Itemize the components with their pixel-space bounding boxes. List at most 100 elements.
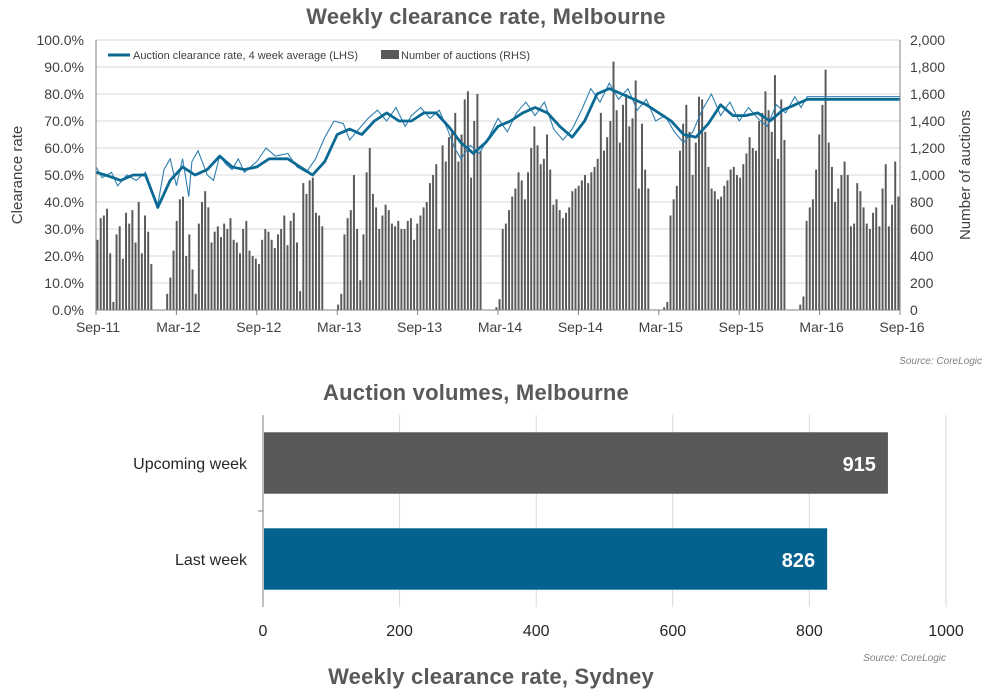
auction-bar xyxy=(637,188,640,310)
auction-bar xyxy=(514,188,517,310)
auction-bar xyxy=(295,242,298,310)
auction-bar xyxy=(868,229,871,310)
auction-bar xyxy=(169,277,172,310)
auction-bar xyxy=(258,264,260,310)
auction-bar xyxy=(112,301,115,310)
auction-bar xyxy=(849,226,852,310)
auction-bar xyxy=(716,199,719,310)
auction-bar xyxy=(580,180,583,310)
auction-bar xyxy=(276,234,279,310)
bar-last-week xyxy=(264,528,828,590)
auction-bar xyxy=(299,291,302,310)
auction-bar xyxy=(207,207,210,310)
auction-bar xyxy=(210,242,213,310)
auction-bar xyxy=(387,210,390,310)
auction-bar xyxy=(501,229,504,310)
auction-bar xyxy=(723,185,726,310)
x-tick-label: Sep-15 xyxy=(719,319,764,335)
auction-bar xyxy=(622,104,624,310)
auction-bar xyxy=(106,208,109,310)
auction-bar xyxy=(511,196,514,310)
auction-bar xyxy=(311,177,314,310)
auction-bar xyxy=(517,172,520,310)
auction-bar xyxy=(609,121,612,310)
right-axis-title: Number of auctions xyxy=(957,110,974,240)
auction-bar xyxy=(289,220,292,310)
x-tick-label: Sep-14 xyxy=(558,319,603,335)
left-tick-label: 30.0% xyxy=(44,221,84,237)
auction-bar xyxy=(777,158,780,310)
auction-bar xyxy=(735,175,738,310)
clearance-rate-lines xyxy=(95,82,900,209)
clearance-rate-chart: 0.0% 10.0% 20.0% 30.0% 40.0% 50.0% 60.0% 70.0% 8… xyxy=(9,32,974,335)
auction-bar xyxy=(546,134,549,310)
auction-bar xyxy=(109,253,112,310)
auction-bar xyxy=(137,202,140,310)
auction-volumes-panel: 915 826 0 200 400 600 800 1000 Upcoming week Las… xyxy=(0,375,992,675)
auction-bar xyxy=(568,207,571,310)
left-tick-label: 20.0% xyxy=(44,248,84,264)
auction-bar xyxy=(751,148,754,310)
auction-bar xyxy=(805,220,808,310)
x-tick-label: Sep-12 xyxy=(236,319,281,335)
x-tick-label: Mar-13 xyxy=(317,319,362,335)
auction-bar xyxy=(574,188,577,310)
auction-bar xyxy=(261,239,264,310)
category-label: Last week xyxy=(175,552,248,569)
auction-bar xyxy=(834,202,837,310)
x-tick-label: Mar-15 xyxy=(639,319,684,335)
auction-bar xyxy=(897,196,900,310)
clearance-legend: Auction clearance rate, 4 week average (… xyxy=(108,50,530,62)
auction-bar xyxy=(248,250,251,310)
auction-bar xyxy=(688,131,691,310)
auction-bar xyxy=(618,142,621,310)
auction-bar xyxy=(118,226,121,310)
auction-bar xyxy=(384,204,387,310)
auction-bar xyxy=(134,242,137,310)
auction-bar xyxy=(185,256,188,310)
auction-bar xyxy=(713,191,716,310)
auction-bar xyxy=(887,226,890,310)
auction-bar xyxy=(451,131,454,310)
auction-bar xyxy=(802,296,805,310)
auction-bar xyxy=(587,183,590,310)
auction-bar xyxy=(220,237,222,310)
auction-bar xyxy=(527,172,530,310)
auction-bar xyxy=(419,215,422,310)
auction-bar xyxy=(371,193,374,310)
x-tick-label: 800 xyxy=(796,623,823,640)
auction-bar xyxy=(894,161,897,310)
auction-bar xyxy=(754,150,757,310)
auction-bar xyxy=(872,212,875,310)
auction-bar xyxy=(378,229,381,310)
auction-bar xyxy=(242,229,245,310)
auction-bar xyxy=(631,118,634,310)
legend-label-auctions: Number of auctions (RHS) xyxy=(401,50,530,62)
left-tick-label: 10.0% xyxy=(44,275,84,291)
auction-bar xyxy=(884,164,887,310)
auction-bar xyxy=(761,112,764,311)
legend-label-clearance: Auction clearance rate, 4 week average (… xyxy=(133,50,358,62)
auction-bar xyxy=(571,191,574,310)
auction-bar xyxy=(213,231,216,310)
auction-bar xyxy=(577,185,580,310)
auction-bar xyxy=(425,202,428,310)
auction-bar xyxy=(375,207,378,310)
auction-bar xyxy=(216,226,219,310)
auction-bar xyxy=(707,166,710,310)
x-tick-label: Mar-16 xyxy=(799,319,844,335)
auction-bar xyxy=(773,75,776,310)
auction-bar xyxy=(466,91,469,310)
auction-bar xyxy=(865,223,868,310)
auction-bar xyxy=(460,134,463,310)
auction-bar xyxy=(226,229,229,310)
auction-bar xyxy=(846,175,849,310)
auction-bar xyxy=(273,247,276,310)
auction-bar xyxy=(251,256,254,310)
auction-bar xyxy=(321,226,324,310)
auction-bar xyxy=(878,226,881,310)
x-tick-label: Mar-12 xyxy=(156,319,201,335)
auction-bar xyxy=(634,80,637,310)
next-chart-title: Weekly clearance rate, Sydney xyxy=(328,664,654,689)
auction-bar xyxy=(229,218,232,310)
